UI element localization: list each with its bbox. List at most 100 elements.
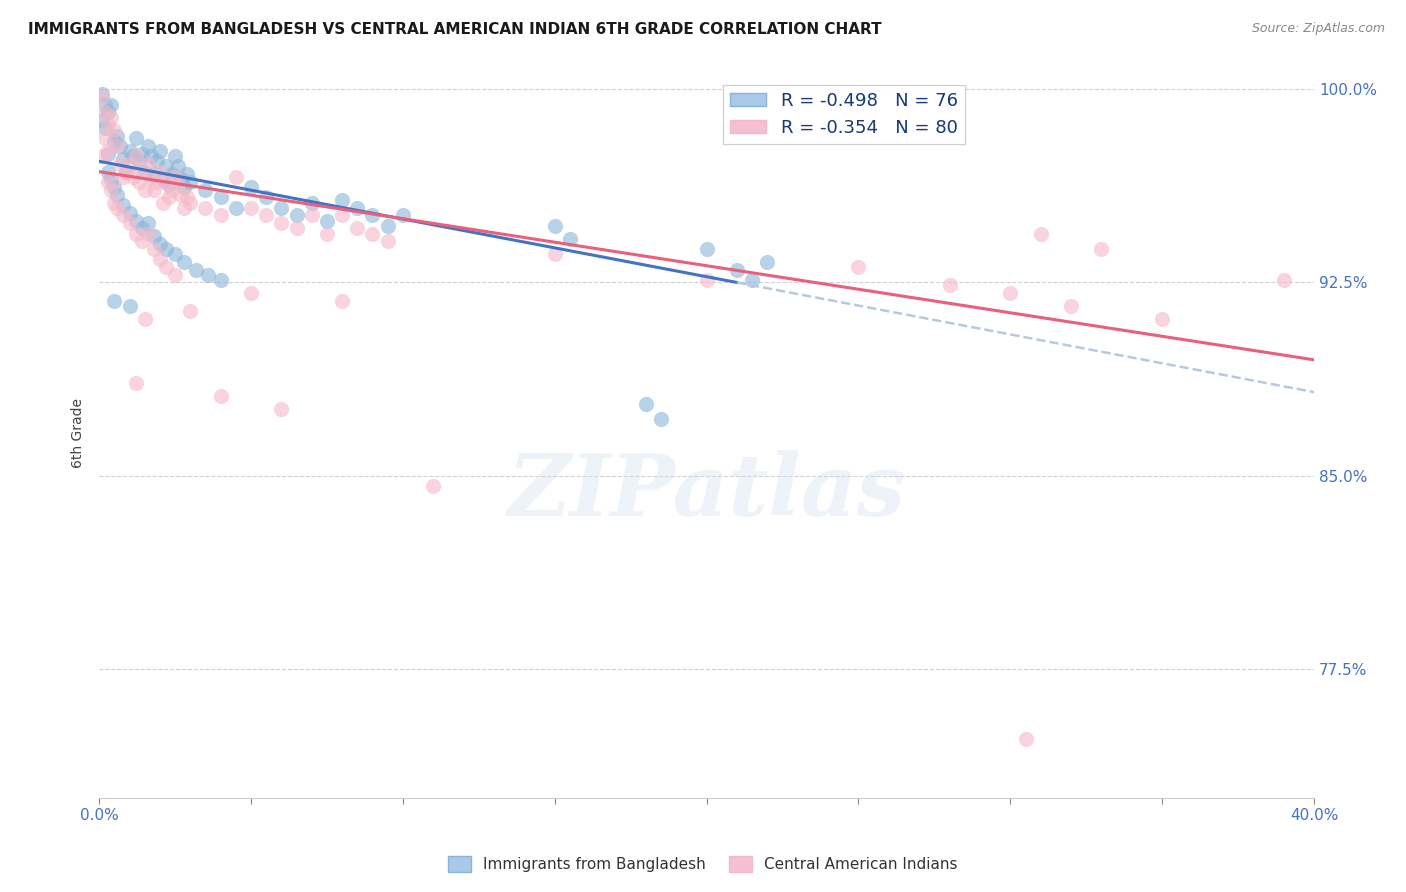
Point <box>118 216 141 230</box>
Point <box>938 278 960 293</box>
Point <box>128 175 150 189</box>
Y-axis label: 6th Grade: 6th Grade <box>72 399 86 468</box>
Point <box>142 183 165 197</box>
Point <box>173 180 195 194</box>
Point <box>105 128 128 143</box>
Point <box>115 164 138 178</box>
Point <box>301 195 323 210</box>
Point <box>105 201 128 215</box>
Point <box>316 227 339 241</box>
Point <box>112 169 135 184</box>
Point <box>167 175 190 189</box>
Point <box>377 234 399 248</box>
Point <box>94 131 117 145</box>
Point <box>240 180 263 194</box>
Legend: R = -0.498   N = 76, R = -0.354   N = 80: R = -0.498 N = 76, R = -0.354 N = 80 <box>723 85 965 145</box>
Point <box>112 152 135 166</box>
Point <box>155 160 177 174</box>
Point <box>544 247 567 261</box>
Point <box>270 216 292 230</box>
Point <box>100 97 122 112</box>
Point <box>1152 311 1174 326</box>
Point <box>139 169 162 184</box>
Point <box>155 242 177 256</box>
Point <box>136 139 159 153</box>
Point <box>361 209 384 223</box>
Point <box>131 164 153 178</box>
Point <box>131 234 153 248</box>
Point <box>165 247 187 261</box>
Point <box>94 97 117 112</box>
Text: ZIPatlas: ZIPatlas <box>508 450 905 533</box>
Point <box>1014 731 1036 746</box>
Point <box>121 169 143 184</box>
Point <box>142 242 165 256</box>
Point <box>165 149 187 163</box>
Point <box>103 195 125 210</box>
Point <box>176 190 198 204</box>
Point <box>100 183 122 197</box>
Point <box>301 209 323 223</box>
Point <box>1029 227 1052 241</box>
Point <box>131 146 153 161</box>
Point <box>194 183 217 197</box>
Point <box>165 169 187 184</box>
Point <box>118 299 141 313</box>
Point <box>650 412 672 426</box>
Point <box>696 273 718 287</box>
Point <box>105 187 128 202</box>
Point <box>91 149 114 163</box>
Point <box>240 201 263 215</box>
Point <box>152 195 174 210</box>
Point <box>377 219 399 233</box>
Point <box>149 236 172 251</box>
Point <box>121 149 143 163</box>
Point <box>110 139 132 153</box>
Point <box>103 134 125 148</box>
Point <box>558 232 581 246</box>
Legend: Immigrants from Bangladesh, Central American Indians: Immigrants from Bangladesh, Central Amer… <box>440 848 966 880</box>
Point <box>131 221 153 235</box>
Point <box>155 260 177 274</box>
Point <box>91 90 114 104</box>
Point <box>194 201 217 215</box>
Point <box>94 105 117 120</box>
Point <box>97 118 120 132</box>
Point <box>209 273 232 287</box>
Point <box>91 87 114 102</box>
Point <box>124 131 146 145</box>
Point <box>100 111 122 125</box>
Point <box>361 227 384 241</box>
Point <box>634 397 657 411</box>
Point <box>167 160 190 174</box>
Point <box>152 172 174 186</box>
Point <box>128 154 150 169</box>
Point <box>146 154 169 169</box>
Point <box>149 164 172 178</box>
Point <box>100 172 122 186</box>
Point <box>103 293 125 308</box>
Point <box>157 190 180 204</box>
Point <box>149 144 172 158</box>
Point <box>209 190 232 204</box>
Point <box>240 285 263 300</box>
Point <box>1060 299 1083 313</box>
Point <box>696 242 718 256</box>
Point <box>112 198 135 212</box>
Point <box>176 167 198 181</box>
Point <box>149 252 172 267</box>
Point <box>756 255 779 269</box>
Point <box>285 221 308 235</box>
Point <box>103 123 125 137</box>
Point <box>270 401 292 416</box>
Point <box>146 175 169 189</box>
Point <box>97 144 120 158</box>
Point <box>197 268 219 282</box>
Point <box>330 193 353 207</box>
Point <box>142 167 165 181</box>
Point <box>741 273 763 287</box>
Point <box>330 293 353 308</box>
Point <box>118 144 141 158</box>
Point <box>97 175 120 189</box>
Point <box>105 139 128 153</box>
